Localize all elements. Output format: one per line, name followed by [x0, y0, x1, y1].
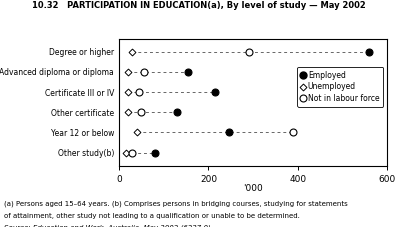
X-axis label: '000: '000 [243, 184, 263, 193]
Text: (a) Persons aged 15–64 years. (b) Comprises persons in bridging courses, studyin: (a) Persons aged 15–64 years. (b) Compri… [4, 201, 348, 207]
Legend: Employed, Unemployed, Not in labour force: Employed, Unemployed, Not in labour forc… [297, 67, 383, 107]
Text: Source: Education and Work, Australia, May 2002 (6227.0).: Source: Education and Work, Australia, M… [4, 224, 213, 227]
Text: of attainment, other study not leading to a qualification or unable to be determ: of attainment, other study not leading t… [4, 213, 300, 219]
Text: 10.32   PARTICIPATION IN EDUCATION(a), By level of study — May 2002: 10.32 PARTICIPATION IN EDUCATION(a), By … [32, 1, 365, 10]
